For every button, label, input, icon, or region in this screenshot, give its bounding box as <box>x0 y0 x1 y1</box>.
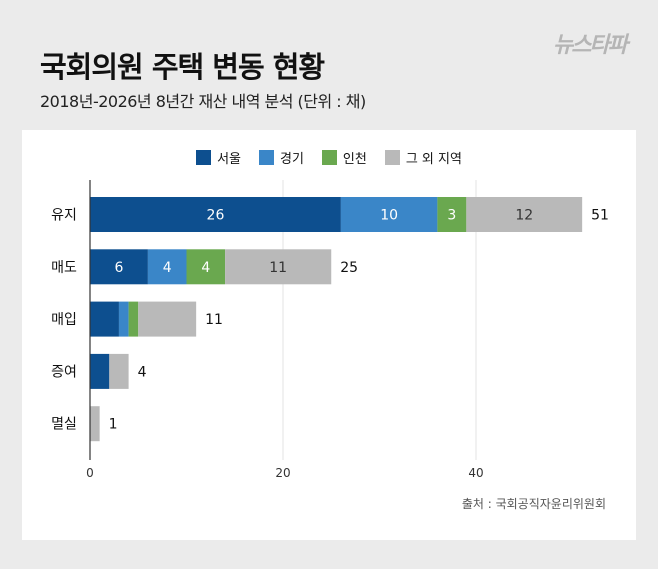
legend-item-gyeonggi: 경기 <box>258 148 304 167</box>
bar-segment <box>109 353 129 389</box>
category-label: 매도 <box>51 260 77 276</box>
bar-segment <box>138 301 197 337</box>
data-label: 4 <box>163 260 172 276</box>
total-label: 11 <box>205 312 223 328</box>
bar-segment <box>128 301 139 337</box>
legend-label: 그 외 지역 <box>405 152 462 167</box>
legend-label: 경기 <box>279 152 304 167</box>
bar-segment <box>90 406 100 442</box>
legend-item-other: 그 외 지역 <box>384 148 462 167</box>
total-label: 4 <box>138 364 147 380</box>
data-label: 3 <box>447 208 456 224</box>
data-label: 11 <box>269 260 287 276</box>
bar-segment <box>90 353 110 389</box>
bar-segment <box>90 249 148 285</box>
category-label: 증여 <box>51 364 77 380</box>
x-tick-label: 40 <box>468 466 483 480</box>
bar-segment <box>90 197 341 232</box>
logo: 뉴스타파 <box>553 33 628 58</box>
data-label: 4 <box>201 260 210 276</box>
bar-segment <box>466 197 583 232</box>
category-label: 매입 <box>51 312 77 328</box>
data-label: 26 <box>207 208 225 224</box>
source-note: 출처 : 국회공직자윤리위원회 <box>461 497 606 511</box>
legend: 서울 경기 인천 그 외 지역 <box>0 148 658 167</box>
legend-label: 서울 <box>217 152 241 167</box>
bar-segment <box>437 197 467 232</box>
data-label: 12 <box>515 208 533 224</box>
data-label: 10 <box>380 208 398 224</box>
legend-item-seoul: 서울 <box>196 148 241 167</box>
legend-swatch <box>258 150 274 165</box>
page-title: 국회의원 주택 변동 현황 <box>40 50 325 84</box>
x-tick-label: 20 <box>275 466 290 480</box>
legend-swatch <box>384 150 400 165</box>
page-subtitle: 2018년-2026년 8년간 재산 내역 분석 (단위 : 채) <box>40 92 366 111</box>
legend-item-incheon: 인천 <box>321 148 367 167</box>
total-label: 25 <box>340 260 358 276</box>
total-label: 1 <box>109 417 118 433</box>
bar-segment <box>225 249 332 285</box>
category-label: 멸실 <box>51 417 77 433</box>
legend-swatch <box>196 150 212 165</box>
bar-segment <box>118 301 129 337</box>
data-label: 6 <box>114 260 123 276</box>
x-tick-label: 0 <box>86 466 94 480</box>
bar-segment <box>340 197 438 232</box>
category-label: 유지 <box>51 208 77 224</box>
legend-label: 인천 <box>342 152 367 167</box>
bar-segment <box>147 249 187 285</box>
legend-swatch <box>321 150 337 165</box>
bar-segment <box>186 249 226 285</box>
bar-segment <box>90 301 119 337</box>
total-label: 51 <box>591 208 609 224</box>
